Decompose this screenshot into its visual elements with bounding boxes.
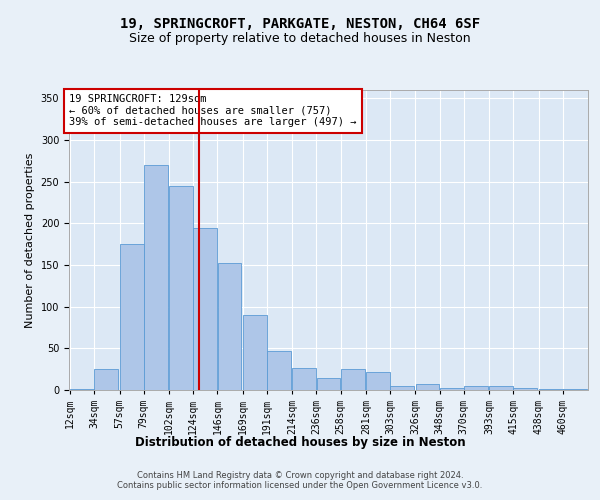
Text: Contains HM Land Registry data © Crown copyright and database right 2024.: Contains HM Land Registry data © Crown c… (137, 472, 463, 480)
Bar (514, 388, 537, 390)
Bar (120, 244, 143, 390)
Bar (144, 165, 168, 390)
Text: Contains public sector information licensed under the Open Government Licence v3: Contains public sector information licen… (118, 482, 482, 490)
Text: 19 SPRINGCROFT: 129sqm
← 60% of detached houses are smaller (757)
39% of semi-de: 19 SPRINGCROFT: 129sqm ← 60% of detached… (69, 94, 356, 128)
Bar (218, 264, 241, 390)
Bar (440, 388, 464, 390)
Bar (341, 369, 365, 390)
Bar (390, 386, 414, 390)
Text: Distribution of detached houses by size in Neston: Distribution of detached houses by size … (134, 436, 466, 449)
Bar (489, 386, 513, 390)
Bar (464, 386, 488, 390)
Bar (70, 389, 94, 390)
Bar (366, 372, 390, 390)
Bar (94, 369, 118, 390)
Bar (243, 315, 267, 390)
Bar (317, 378, 340, 390)
Bar (416, 384, 439, 390)
Bar (193, 228, 217, 390)
Text: 19, SPRINGCROFT, PARKGATE, NESTON, CH64 6SF: 19, SPRINGCROFT, PARKGATE, NESTON, CH64 … (120, 18, 480, 32)
Y-axis label: Number of detached properties: Number of detached properties (25, 152, 35, 328)
Bar (267, 351, 291, 390)
Bar (292, 368, 316, 390)
Bar (539, 389, 563, 390)
Text: Size of property relative to detached houses in Neston: Size of property relative to detached ho… (129, 32, 471, 45)
Bar (169, 186, 193, 390)
Bar (563, 389, 587, 390)
